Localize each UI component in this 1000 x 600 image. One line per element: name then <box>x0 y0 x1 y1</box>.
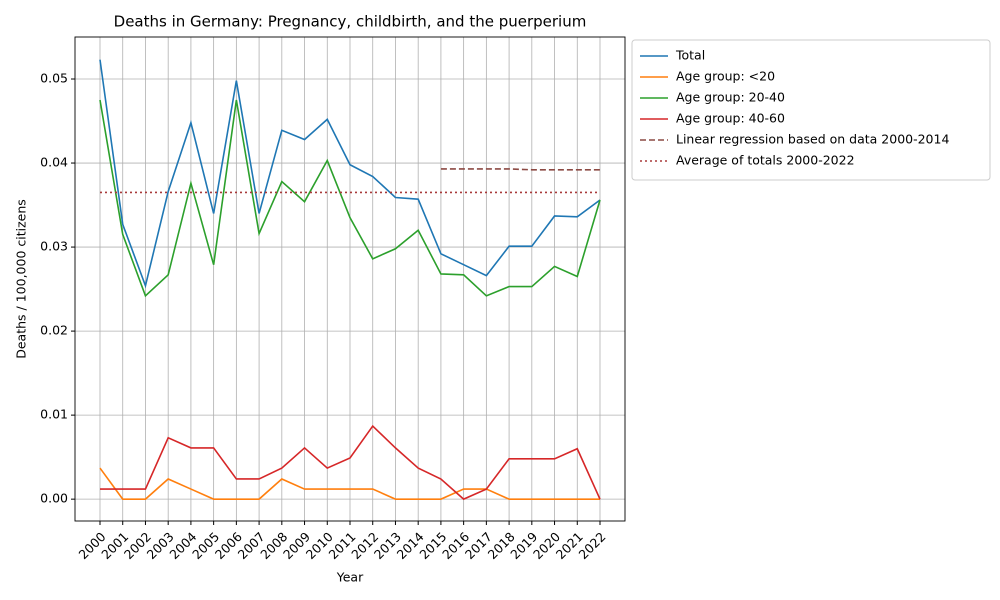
y-tick-label: 0.04 <box>40 155 68 170</box>
y-tick-label: 0.02 <box>40 323 68 338</box>
x-tick-label: 2022 <box>575 529 608 562</box>
legend-label: Age group: <20 <box>676 69 775 84</box>
legend-label: Total <box>675 48 705 63</box>
y-tick-label: 0.05 <box>40 71 68 86</box>
series-line <box>99 467 600 500</box>
x-axis-label: Year <box>336 570 364 585</box>
legend-box <box>631 39 991 181</box>
legend-label: Age group: 20-40 <box>676 90 785 105</box>
series-line <box>99 99 601 298</box>
plot-frame <box>74 36 626 522</box>
series-line <box>99 59 601 289</box>
series-line <box>440 168 600 171</box>
legend-label: Age group: 40-60 <box>676 111 785 126</box>
y-tick-label: 0.01 <box>40 407 68 422</box>
chart-title: Deaths in Germany: Pregnancy, childbirth… <box>114 13 587 31</box>
series-line <box>100 424 601 501</box>
legend-label: Linear regression based on data 2000-201… <box>676 132 949 147</box>
y-tick-label: 0.00 <box>40 491 68 506</box>
y-tick-label: 0.03 <box>40 239 68 254</box>
legend-label: Average of totals 2000-2022 <box>676 153 855 168</box>
y-axis-label: Deaths / 100,000 citizens <box>14 199 29 359</box>
